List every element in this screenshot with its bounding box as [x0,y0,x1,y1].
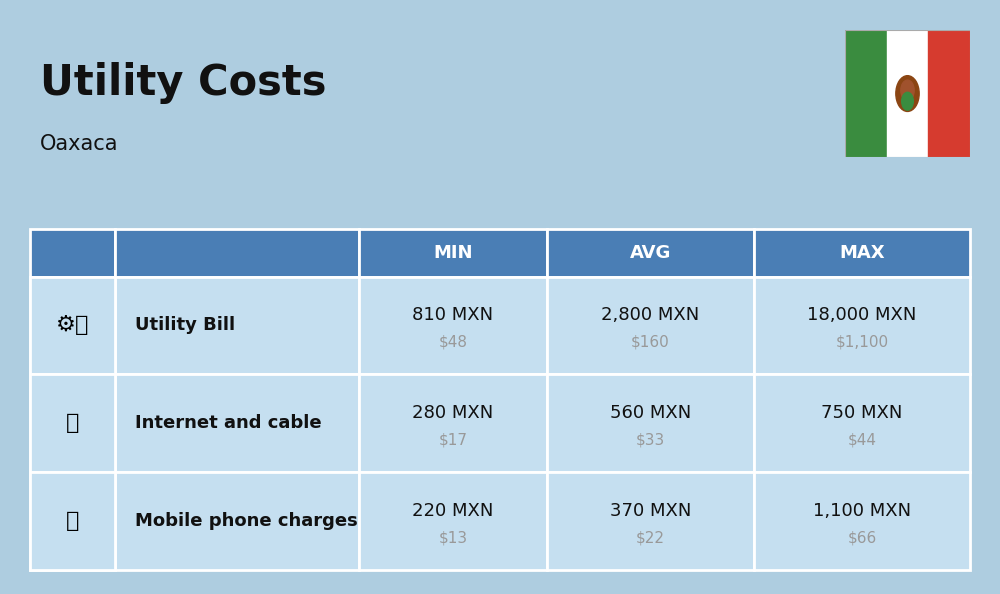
Text: $22: $22 [636,530,665,545]
Text: MIN: MIN [433,244,473,261]
Circle shape [901,80,914,100]
Text: 220 MXN: 220 MXN [412,501,494,520]
Text: 280 MXN: 280 MXN [412,403,494,422]
Text: $33: $33 [636,432,665,447]
Text: Utility Costs: Utility Costs [40,62,326,105]
Text: 2,800 MXN: 2,800 MXN [601,306,700,324]
Text: Mobile phone charges: Mobile phone charges [135,512,357,530]
Text: 📱: 📱 [66,511,79,531]
Bar [845,30,887,157]
Text: $48: $48 [438,334,467,350]
Text: $13: $13 [438,530,468,545]
Text: 810 MXN: 810 MXN [412,306,494,324]
Text: $66: $66 [847,530,877,545]
Bar [928,30,970,157]
Circle shape [896,75,919,112]
Text: $44: $44 [847,432,876,447]
Text: AVG: AVG [630,244,671,261]
Text: Utility Bill: Utility Bill [135,317,235,334]
Circle shape [902,92,913,110]
Text: Oaxaca: Oaxaca [40,134,119,154]
Text: 560 MXN: 560 MXN [610,403,691,422]
Text: 370 MXN: 370 MXN [610,501,691,520]
Text: $1,100: $1,100 [835,334,888,350]
Text: Internet and cable: Internet and cable [135,415,321,432]
Text: 750 MXN: 750 MXN [821,403,903,422]
Bar [887,30,928,157]
Text: 📶: 📶 [66,413,79,434]
Text: $160: $160 [631,334,670,350]
Text: ⚙🔌: ⚙🔌 [56,315,89,336]
Text: 1,100 MXN: 1,100 MXN [813,501,911,520]
Text: $17: $17 [438,432,467,447]
Text: 18,000 MXN: 18,000 MXN [807,306,917,324]
Text: MAX: MAX [839,244,885,261]
